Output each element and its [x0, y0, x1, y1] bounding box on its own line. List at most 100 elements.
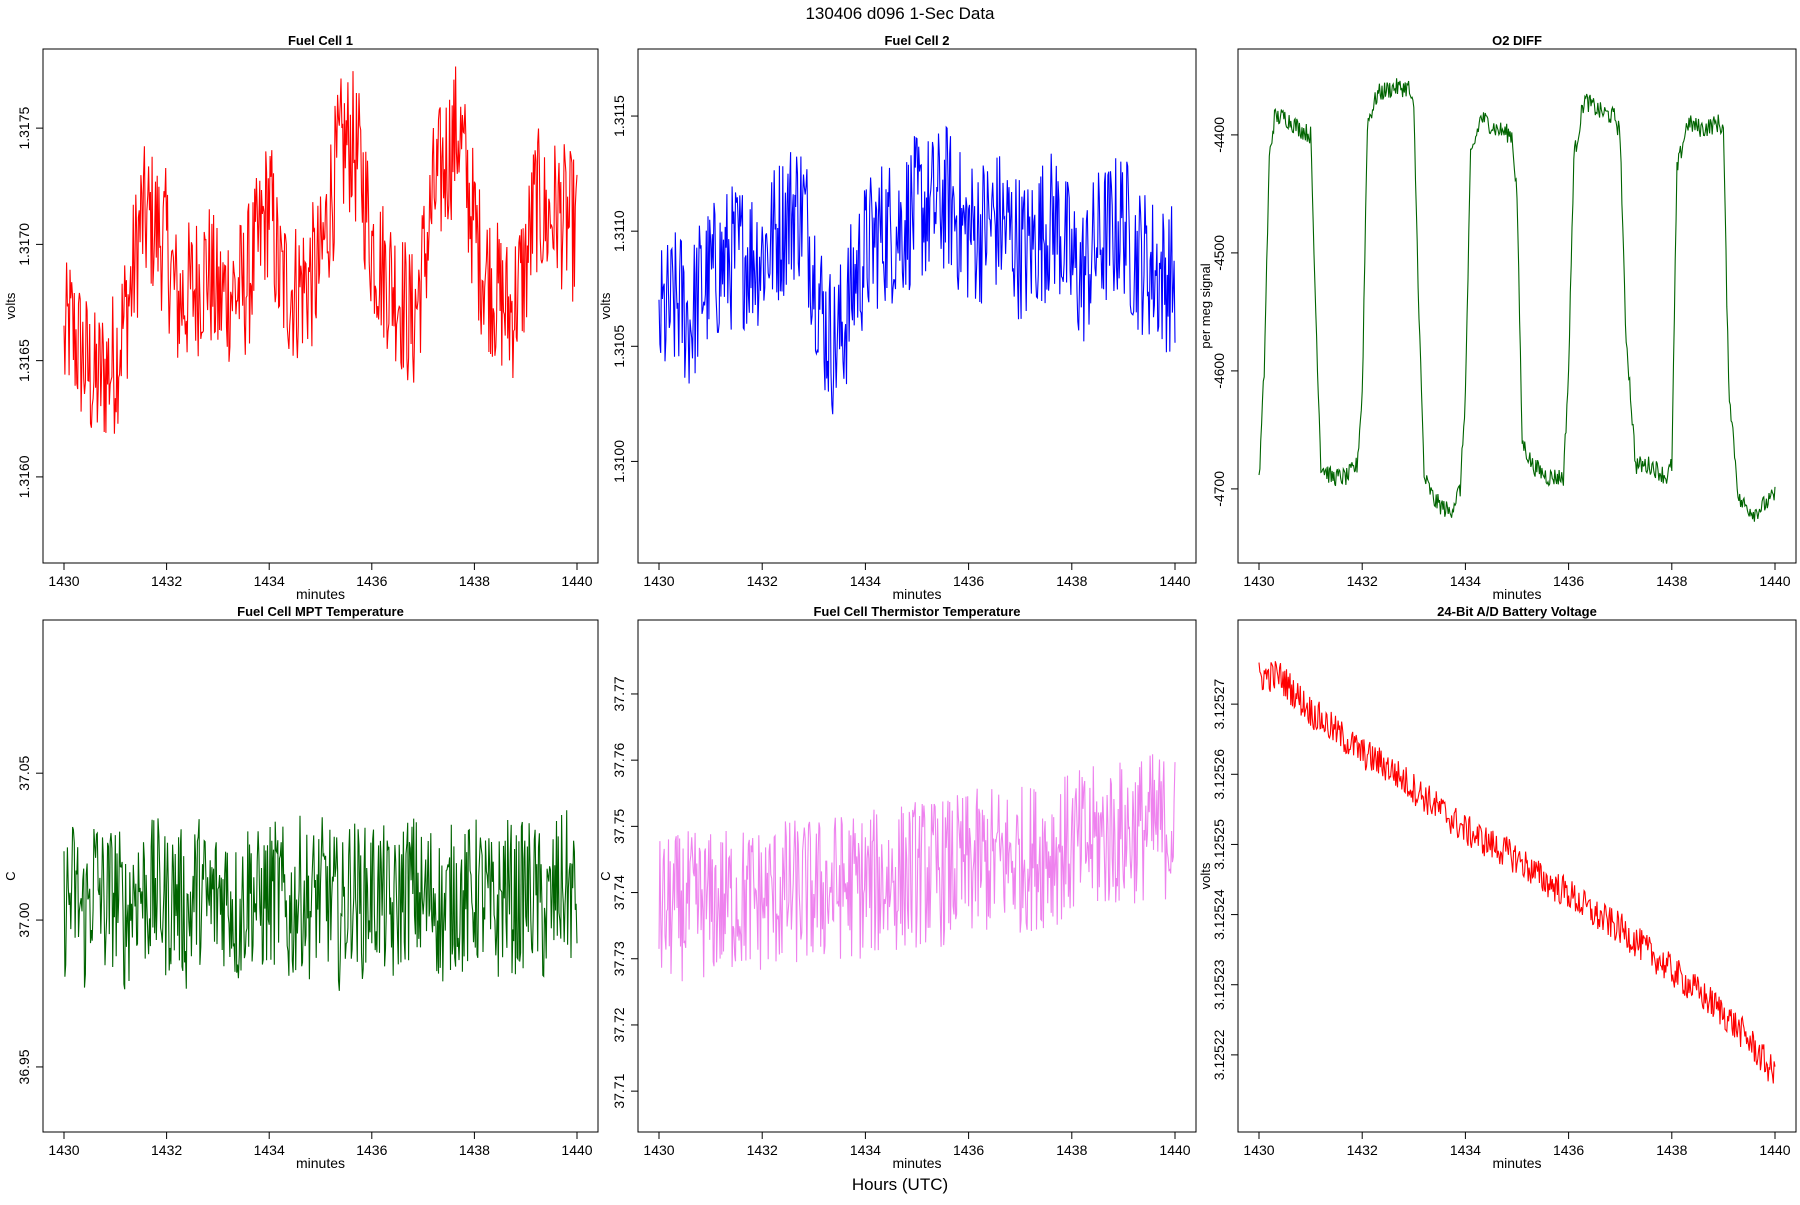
data-point [1754, 512, 1755, 513]
data-point [777, 231, 778, 232]
data-point [371, 890, 372, 891]
data-point [1082, 277, 1083, 278]
x-tick-label: 1436 [953, 1142, 984, 1158]
data-point [1774, 1075, 1775, 1076]
data-point [1723, 1012, 1724, 1013]
data-point [1599, 111, 1600, 112]
data-point [1123, 832, 1124, 833]
y-tick-label: 36.95 [16, 1049, 32, 1084]
data-point [381, 267, 382, 268]
data-point [243, 290, 244, 291]
data-point [1274, 117, 1275, 118]
data-point [1697, 991, 1698, 992]
y-tick-label: 37.73 [611, 941, 627, 976]
x-tick-label: 1436 [1553, 1142, 1584, 1158]
data-point [576, 232, 577, 233]
data-point [1315, 311, 1316, 312]
x-tick-label: 1438 [459, 1142, 490, 1158]
y-tick-label: 1.3115 [611, 95, 627, 137]
data-point [464, 905, 465, 906]
data-point [176, 890, 177, 891]
data-point [351, 884, 352, 885]
x-tick-label: 1430 [48, 1142, 79, 1158]
data-point [1522, 441, 1523, 442]
x-tick-label: 1440 [1759, 1142, 1790, 1158]
data-point [762, 254, 763, 255]
data-point [1511, 134, 1512, 135]
data-point [1583, 99, 1584, 100]
data-point [546, 221, 547, 222]
data-point [1284, 117, 1285, 118]
data-point [968, 865, 969, 866]
y-tick-label: 1.3100 [611, 440, 627, 483]
data-point [115, 360, 116, 361]
x-tick-label: 1430 [1243, 573, 1274, 589]
x-tick-label: 1430 [643, 573, 674, 589]
x-tick-label: 1440 [1159, 573, 1190, 589]
data-point [330, 896, 331, 897]
y-tick-label: 37.72 [611, 1007, 627, 1042]
data-point [1071, 265, 1072, 266]
data-point [156, 890, 157, 891]
data-point [1496, 128, 1497, 129]
x-tick-label: 1438 [1056, 1142, 1087, 1158]
data-point [1071, 846, 1072, 847]
data-point [1377, 93, 1378, 94]
data-point [1532, 465, 1533, 466]
data-point [320, 890, 321, 891]
x-tick-label: 1430 [48, 573, 79, 589]
data-point [679, 300, 680, 301]
data-point [1769, 500, 1770, 501]
data-point [658, 323, 659, 324]
data-point [1749, 1040, 1750, 1041]
data-point [1174, 826, 1175, 827]
data-point [381, 896, 382, 897]
data-point [1635, 465, 1636, 466]
data-point [238, 919, 239, 920]
data-point [1542, 879, 1543, 880]
x-tick-label: 1436 [356, 573, 387, 589]
data-point [1573, 158, 1574, 159]
data-point [1568, 370, 1569, 371]
series-line [658, 754, 1176, 982]
data-point [1413, 788, 1414, 789]
y-tick-label: 37.76 [611, 742, 627, 777]
data-point [484, 896, 485, 897]
data-point [294, 290, 295, 291]
data-point [1738, 500, 1739, 501]
series-line [1258, 78, 1776, 522]
data-point [1269, 158, 1270, 159]
data-point [469, 197, 470, 198]
data-point [751, 254, 752, 255]
y-tick-label: -4400 [1211, 117, 1227, 153]
data-point [310, 279, 311, 280]
chart-panels: Fuel Cell 1 1430 1432 1434 1436 1438 1440 minut… [3, 33, 1797, 1171]
data-point [1336, 732, 1337, 733]
data-point [1465, 394, 1466, 395]
panel-title: Fuel Cell 1 [288, 33, 353, 48]
data-point [84, 360, 85, 361]
x-axis-label: minutes [296, 1155, 345, 1171]
data-point [443, 919, 444, 920]
data-point [1258, 675, 1259, 676]
data-point [1310, 711, 1311, 712]
data-point [1563, 477, 1564, 478]
panel-fuel-cell-mpt-temperature: Fuel Cell MPT Temperature 1430 1432 1434 143… [3, 604, 599, 1171]
figure-title: 130406 d096 1-Sec Data [805, 4, 995, 23]
figure-xlabel: Hours (UTC) [852, 1175, 948, 1194]
x-tick-label: 1438 [1056, 573, 1087, 589]
y-tick-label: 1.3170 [16, 223, 32, 266]
data-point [207, 905, 208, 906]
data-point [279, 890, 280, 891]
data-point [1434, 500, 1435, 501]
data-point [793, 208, 794, 209]
data-point [120, 337, 121, 338]
data-point [813, 265, 814, 266]
y-tick-label: 37.75 [611, 809, 627, 844]
data-point [187, 919, 188, 920]
data-point [74, 337, 75, 338]
x-axis-label: minutes [1492, 586, 1541, 602]
data-point [1491, 844, 1492, 845]
